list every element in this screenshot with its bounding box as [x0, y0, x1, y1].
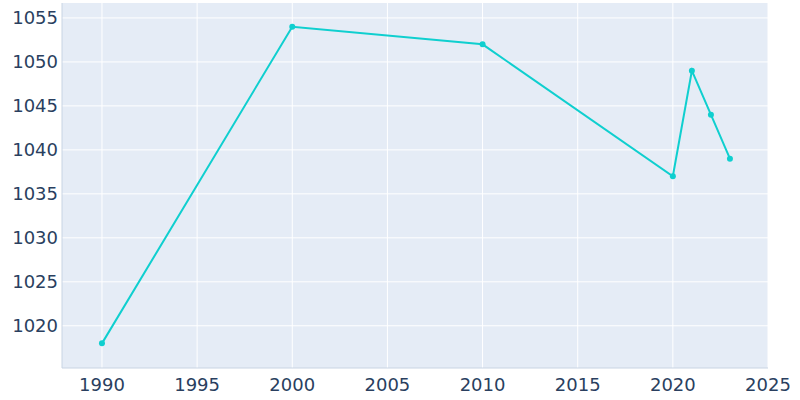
y-tick-label: 1025	[12, 271, 58, 292]
y-tick-label: 1040	[12, 139, 58, 160]
x-grid	[387, 3, 388, 368]
y-tick-label: 1030	[12, 227, 58, 248]
x-grid	[768, 3, 769, 368]
y-grid	[62, 193, 768, 194]
x-tick-label: 2005	[365, 374, 411, 395]
x-tick-label: 2025	[745, 374, 791, 395]
y-grid	[62, 61, 768, 62]
data-group	[99, 24, 733, 347]
series-point	[99, 340, 105, 346]
x-tick-label: 2010	[460, 374, 506, 395]
y-tick-label: 1020	[12, 315, 58, 336]
series-point	[289, 24, 295, 30]
y-grid	[62, 325, 768, 326]
y-tick-label: 1050	[12, 51, 58, 72]
y-grid	[62, 237, 768, 238]
series-point	[727, 156, 733, 162]
series-point	[480, 41, 486, 47]
x-tick-label: 2000	[269, 374, 315, 395]
x-grid	[482, 3, 483, 368]
y-axis-line	[62, 3, 63, 368]
series-point	[689, 68, 695, 74]
x-tick-label: 2015	[555, 374, 601, 395]
plot-background	[62, 3, 768, 368]
series-line	[102, 27, 730, 344]
series-point	[708, 112, 714, 118]
x-tick-label: 1990	[79, 374, 125, 395]
series-point	[670, 173, 676, 179]
x-grid	[672, 3, 673, 368]
y-grid	[62, 149, 768, 150]
x-axis-line	[62, 368, 768, 369]
x-grid	[292, 3, 293, 368]
x-grid	[577, 3, 578, 368]
y-grid	[62, 17, 768, 18]
y-grid	[62, 105, 768, 106]
y-grid	[62, 281, 768, 282]
y-tick-label: 1045	[12, 95, 58, 116]
x-tick-label: 1995	[174, 374, 220, 395]
x-grid	[101, 3, 102, 368]
chart: 1990 1995 2000 2005 2010 2015 2020 2025 1020 1025…	[0, 0, 800, 400]
y-tick-label: 1055	[12, 7, 58, 28]
x-tick-label: 2020	[650, 374, 696, 395]
y-tick-label: 1035	[12, 183, 58, 204]
